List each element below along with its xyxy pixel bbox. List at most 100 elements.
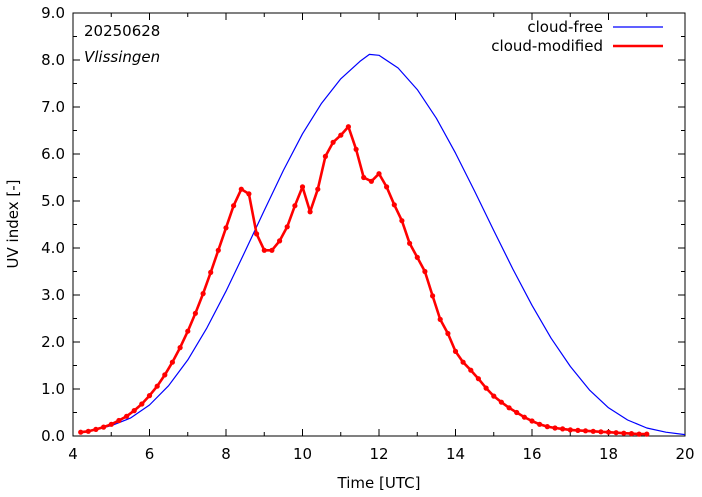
x-tick-label: 16 bbox=[522, 445, 541, 463]
data-point-cloud-modified bbox=[445, 330, 451, 337]
y-tick-label: 4.0 bbox=[41, 239, 65, 257]
data-point-cloud-modified bbox=[598, 429, 604, 435]
data-point-cloud-modified bbox=[399, 218, 405, 224]
data-point-cloud-modified bbox=[315, 186, 321, 192]
data-point-cloud-modified bbox=[185, 328, 191, 334]
y-tick-label: 5.0 bbox=[41, 192, 65, 210]
data-point-cloud-modified bbox=[498, 399, 504, 405]
y-tick-label: 0.0 bbox=[41, 427, 65, 445]
data-point-cloud-modified bbox=[537, 421, 543, 427]
data-point-cloud-modified bbox=[277, 238, 283, 244]
data-point-cloud-modified bbox=[437, 316, 443, 322]
data-point-cloud-modified bbox=[384, 184, 390, 190]
y-axis-title: UV index [-] bbox=[4, 180, 22, 269]
data-point-cloud-modified bbox=[231, 203, 237, 209]
data-point-cloud-modified bbox=[261, 247, 267, 253]
data-point-cloud-modified bbox=[506, 405, 512, 411]
data-point-cloud-modified bbox=[376, 171, 382, 177]
data-point-cloud-modified bbox=[223, 225, 229, 231]
legend-label-cloud-free: cloud-free bbox=[527, 18, 603, 36]
data-point-cloud-modified bbox=[475, 376, 481, 382]
data-point-cloud-modified bbox=[575, 427, 581, 433]
data-point-cloud-modified bbox=[192, 310, 198, 316]
legend-label-cloud-modified: cloud-modified bbox=[491, 37, 603, 55]
data-point-cloud-modified bbox=[307, 209, 313, 215]
data-point-cloud-modified bbox=[93, 426, 99, 432]
data-point-cloud-modified bbox=[154, 383, 160, 389]
x-tick-label: 18 bbox=[599, 445, 618, 463]
data-point-cloud-modified bbox=[208, 269, 214, 275]
data-point-cloud-modified bbox=[613, 430, 619, 436]
date-annotation: 20250628 bbox=[84, 22, 160, 40]
data-point-cloud-modified bbox=[414, 254, 420, 260]
data-point-cloud-modified bbox=[85, 428, 91, 434]
data-point-cloud-modified bbox=[169, 359, 175, 365]
data-point-cloud-modified bbox=[560, 426, 566, 432]
data-point-cloud-modified bbox=[345, 124, 351, 130]
data-point-cloud-modified bbox=[529, 418, 535, 424]
x-tick-label: 10 bbox=[293, 445, 312, 463]
data-point-cloud-modified bbox=[422, 268, 428, 275]
data-point-cloud-modified bbox=[430, 293, 436, 299]
data-point-cloud-modified bbox=[269, 247, 275, 253]
data-point-cloud-modified bbox=[483, 385, 489, 391]
data-point-cloud-modified bbox=[468, 367, 474, 373]
x-axis-title: Time [UTC] bbox=[337, 474, 421, 492]
data-point-cloud-modified bbox=[514, 409, 520, 416]
data-point-cloud-modified bbox=[139, 401, 145, 407]
data-point-cloud-modified bbox=[582, 428, 589, 434]
data-point-cloud-modified bbox=[552, 425, 558, 431]
data-point-cloud-modified bbox=[338, 132, 344, 138]
data-point-cloud-modified bbox=[621, 430, 627, 436]
y-tick-label: 1.0 bbox=[41, 380, 65, 398]
x-tick-labels: 4 6 8 10 12 14 16 18 20 bbox=[68, 445, 694, 463]
x-tick-label: 6 bbox=[145, 445, 155, 463]
data-point-cloud-modified bbox=[567, 427, 573, 433]
data-point-cloud-modified bbox=[330, 139, 336, 145]
data-point-cloud-modified bbox=[124, 413, 130, 419]
x-tick-label: 8 bbox=[221, 445, 231, 463]
y-tick-label: 2.0 bbox=[41, 333, 65, 351]
x-tick-label: 14 bbox=[446, 445, 465, 463]
data-point-cloud-modified bbox=[284, 224, 290, 230]
data-point-cloud-modified bbox=[353, 146, 359, 152]
data-point-cloud-modified bbox=[544, 424, 550, 430]
data-point-cloud-modified bbox=[246, 191, 252, 197]
y-tick-label: 3.0 bbox=[41, 286, 65, 304]
x-tick-label: 12 bbox=[369, 445, 388, 463]
data-point-cloud-modified bbox=[460, 359, 466, 365]
data-point-cloud-modified bbox=[78, 429, 84, 435]
data-point-cloud-modified bbox=[238, 186, 244, 192]
data-point-cloud-modified bbox=[391, 202, 397, 208]
data-point-cloud-modified bbox=[605, 429, 612, 435]
data-point-cloud-modified bbox=[521, 414, 528, 420]
data-point-cloud-modified bbox=[101, 424, 107, 430]
data-point-cloud-modified bbox=[322, 153, 328, 159]
data-point-cloud-modified bbox=[361, 174, 367, 181]
data-point-cloud-modified bbox=[636, 431, 642, 437]
data-point-cloud-modified bbox=[116, 417, 122, 424]
data-point-cloud-modified bbox=[628, 431, 635, 437]
axis-ticks bbox=[72, 12, 686, 437]
location-annotation: Vlissingen bbox=[84, 48, 160, 66]
data-point-cloud-modified bbox=[299, 184, 306, 190]
data-point-cloud-modified bbox=[108, 421, 114, 427]
y-tick-label: 9.0 bbox=[41, 4, 65, 22]
series-layer bbox=[78, 53, 686, 437]
x-tick-label: 4 bbox=[68, 445, 78, 463]
data-point-cloud-modified bbox=[452, 348, 459, 354]
y-tick-label: 7.0 bbox=[41, 98, 65, 116]
data-point-cloud-modified bbox=[215, 247, 221, 253]
data-point-cloud-modified bbox=[200, 291, 206, 297]
data-point-cloud-modified bbox=[590, 428, 596, 434]
data-point-cloud-modified bbox=[162, 372, 168, 378]
data-point-cloud-modified bbox=[491, 393, 497, 399]
x-tick-label: 20 bbox=[675, 445, 694, 463]
data-point-cloud-modified bbox=[407, 240, 413, 246]
data-point-cloud-modified bbox=[254, 231, 260, 237]
data-point-cloud-modified bbox=[177, 345, 183, 351]
data-point-cloud-modified bbox=[368, 178, 374, 184]
data-point-cloud-modified bbox=[131, 408, 137, 414]
data-point-cloud-modified bbox=[146, 393, 153, 399]
